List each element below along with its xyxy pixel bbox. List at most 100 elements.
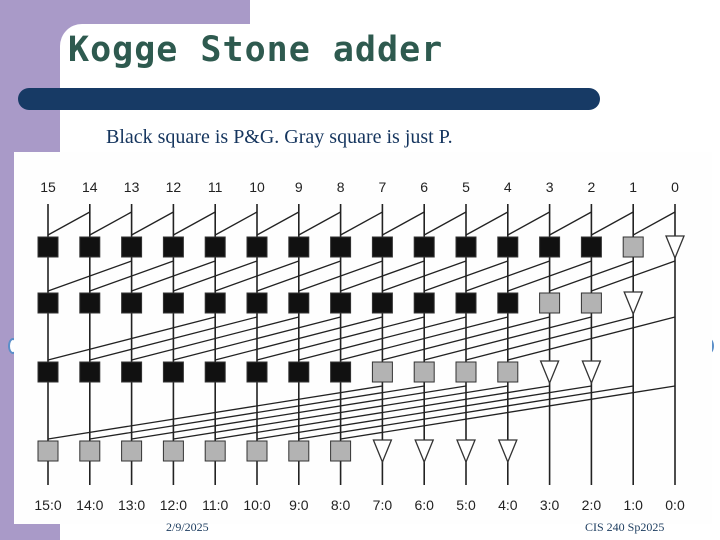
p-cell <box>246 440 268 462</box>
carry-wire <box>340 260 425 292</box>
input-bit-label: 4 <box>504 179 512 195</box>
carry-wire <box>131 316 299 361</box>
pg-cell <box>37 292 59 314</box>
output-prefix-label: 2:0 <box>582 497 602 513</box>
title-underline-bar <box>18 88 600 110</box>
output-prefix-label: 3:0 <box>540 497 560 513</box>
pg-cell <box>162 236 184 258</box>
carry-wire <box>214 211 258 236</box>
labels-group: 15 14 13 12 11 10 9 8 7 6 5 4 3 2 1 015:0 14:0 13:0 12:0 11… <box>34 179 685 513</box>
buffer-triangle <box>539 360 560 385</box>
carry-wire <box>423 260 509 292</box>
input-bit-label: 12 <box>166 179 182 195</box>
buffer-triangle <box>372 439 393 464</box>
carry-wire <box>382 316 550 361</box>
carry-wire <box>89 316 258 361</box>
carry-wire <box>340 316 508 361</box>
buffer-triangle <box>456 439 476 464</box>
pg-cell <box>288 292 310 314</box>
carry-wire <box>215 316 383 361</box>
adder-network-svg: 15 14 13 12 11 10 9 8 7 6 5 4 3 2 1 015:0 14:0 13:0 12:0 11… <box>34 179 685 513</box>
carry-wire <box>340 211 383 236</box>
carry-wire <box>382 260 467 292</box>
output-prefix-label: 6:0 <box>414 497 434 513</box>
carry-wire <box>382 211 425 236</box>
pg-cell <box>204 292 226 314</box>
carry-wire <box>173 260 258 292</box>
pg-cell <box>79 292 101 314</box>
footer-date: 2/9/2025 <box>166 520 209 534</box>
input-bit-label: 9 <box>295 179 303 195</box>
carry-wire <box>298 211 341 236</box>
carry-wire <box>549 211 592 236</box>
input-bit-label: 15 <box>40 179 56 195</box>
carry-wire <box>465 316 634 361</box>
input-bit-label: 13 <box>124 179 140 195</box>
carry-wire <box>256 385 592 440</box>
buffer-triangle <box>414 439 435 464</box>
carry-wire <box>47 211 91 236</box>
output-prefix-label: 10:0 <box>243 497 270 513</box>
p-cell <box>79 440 101 462</box>
pg-cell <box>497 292 519 314</box>
pg-cell <box>497 236 519 258</box>
pg-cell <box>204 361 226 383</box>
pg-cell <box>330 292 352 314</box>
output-prefix-label: 13:0 <box>118 497 145 513</box>
pg-cell <box>580 236 602 258</box>
carry-wire <box>89 211 132 236</box>
carry-wire <box>298 260 383 292</box>
input-bit-label: 8 <box>337 179 345 195</box>
pg-cell <box>204 236 226 258</box>
p-cell <box>162 440 184 462</box>
slide-title: Kogge Stone adder <box>68 30 444 70</box>
pg-cell <box>371 236 393 258</box>
carry-wire <box>173 316 341 361</box>
carry-wire <box>340 385 676 440</box>
pg-cell <box>79 236 101 258</box>
buffer-triangle <box>581 360 602 385</box>
pg-cell <box>121 292 143 314</box>
output-prefix-label: 5:0 <box>456 497 476 513</box>
pg-cell <box>330 236 352 258</box>
p-cell <box>580 292 602 314</box>
carry-wire <box>507 211 550 236</box>
buffer-triangle <box>497 439 518 464</box>
carry-wire <box>465 260 550 292</box>
carry-wire <box>215 385 550 440</box>
output-prefix-label: 12:0 <box>160 497 187 513</box>
input-bit-label: 2 <box>588 179 596 195</box>
p-cell <box>497 361 519 383</box>
pg-cell <box>246 236 268 258</box>
pg-cell <box>121 236 143 258</box>
pg-cell <box>37 236 59 258</box>
p-cell <box>330 440 352 462</box>
p-cell <box>288 440 310 462</box>
p-cell <box>622 236 644 258</box>
buffer-triangle <box>623 291 644 316</box>
carry-wire <box>591 211 634 236</box>
carry-wire <box>256 260 341 292</box>
output-prefix-label: 11:0 <box>202 497 228 513</box>
input-bit-label: 1 <box>629 179 637 195</box>
carry-wire <box>47 316 216 361</box>
carry-wire <box>632 211 676 236</box>
pg-cell <box>79 361 101 383</box>
pg-cell <box>288 236 310 258</box>
footer-course: CIS 240 Sp2025 <box>585 520 665 534</box>
input-bit-label: 14 <box>82 179 98 195</box>
input-bit-label: 5 <box>462 179 470 195</box>
carry-wire <box>131 385 467 440</box>
pg-cell <box>288 361 310 383</box>
output-prefix-label: 0:0 <box>665 497 685 513</box>
carry-wire <box>131 260 216 292</box>
carry-wire <box>256 316 425 361</box>
output-prefix-label: 15:0 <box>34 497 61 513</box>
carry-wire <box>89 385 425 440</box>
pg-cell <box>371 292 393 314</box>
pg-cell <box>539 236 561 258</box>
p-cell <box>121 440 143 462</box>
input-bit-label: 0 <box>671 179 679 195</box>
carry-wire <box>591 260 676 292</box>
p-cell <box>539 292 561 314</box>
